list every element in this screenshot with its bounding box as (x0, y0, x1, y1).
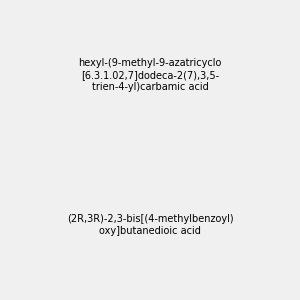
Text: hexyl-(9-methyl-9-azatricyclo
[6.3.1.02,7]dodeca-2(7),3,5-
trien-4-yl)carbamic a: hexyl-(9-methyl-9-azatricyclo [6.3.1.02,… (78, 58, 222, 92)
Text: (2R,3R)-2,3-bis[(4-methylbenzoyl)
oxy]butanedioic acid: (2R,3R)-2,3-bis[(4-methylbenzoyl) oxy]bu… (67, 214, 233, 236)
